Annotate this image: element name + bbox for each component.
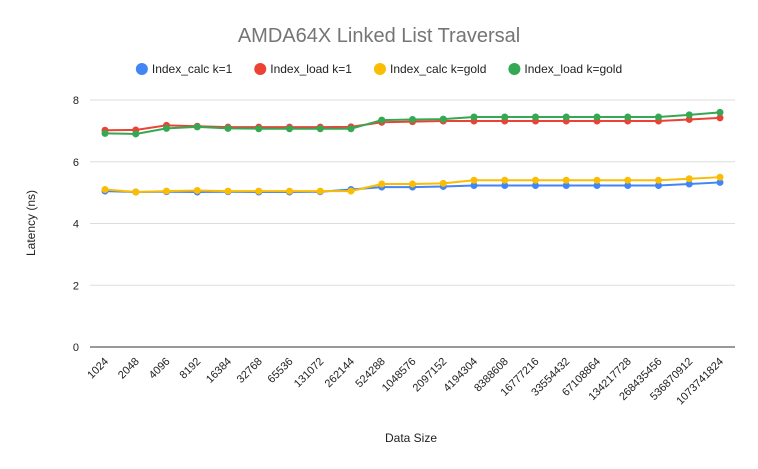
data-point xyxy=(347,187,355,195)
data-point xyxy=(316,125,324,133)
legend-item: Index_load k=1 xyxy=(254,62,352,76)
data-point xyxy=(470,182,478,190)
data-point xyxy=(624,113,632,121)
series-4 xyxy=(101,108,724,138)
y-axis-title: Latency (ns) xyxy=(24,190,38,256)
y-tick-label: 2 xyxy=(73,280,79,292)
x-tick-label: 1024 xyxy=(85,356,111,382)
x-tick-label: 4096 xyxy=(147,356,173,382)
data-point xyxy=(716,178,724,186)
series-3 xyxy=(101,173,724,196)
data-point xyxy=(470,113,478,121)
data-point xyxy=(378,180,386,188)
legend-item: Index_load k=gold xyxy=(508,62,622,76)
x-tick-label: 131072 xyxy=(292,356,326,390)
legend-label: Index_load k=1 xyxy=(270,62,352,76)
data-point xyxy=(685,175,693,183)
y-tick-label: 0 xyxy=(73,342,79,354)
x-axis-ticks: 1024 2048 4096 8192 16384 32768 65536131072262… xyxy=(85,356,726,408)
data-point xyxy=(193,123,201,131)
legend: Index_calc k=1 Index_load k=1 Index_calc k… xyxy=(135,62,622,76)
legend-label: Index_calc k=gold xyxy=(390,62,486,76)
data-point xyxy=(255,125,263,133)
data-point xyxy=(470,176,478,184)
data-point xyxy=(378,116,386,124)
legend-label: Index_calc k=1 xyxy=(152,62,233,76)
x-tick-label: 32768 xyxy=(235,356,265,386)
data-point xyxy=(716,173,724,181)
x-tick-label: 16384 xyxy=(204,356,234,386)
data-point xyxy=(132,188,140,196)
data-point xyxy=(255,187,263,195)
x-tick-label: 2048 xyxy=(116,356,142,382)
data-point xyxy=(409,115,416,123)
data-point xyxy=(409,180,416,188)
data-point xyxy=(163,124,170,132)
legend-swatch xyxy=(373,63,386,75)
data-point xyxy=(501,113,509,121)
y-tick-label: 4 xyxy=(73,219,79,231)
data-point xyxy=(655,113,662,121)
legend-item: Index_calc k=gold xyxy=(373,62,486,76)
chart-title: AMDA64X Linked List Traversal xyxy=(238,25,520,47)
data-point xyxy=(101,186,109,194)
data-point xyxy=(593,182,601,190)
data-point xyxy=(532,113,539,121)
legend-label: Index_load k=gold xyxy=(524,62,622,76)
data-point xyxy=(716,108,724,116)
data-point xyxy=(624,182,632,190)
data-point xyxy=(501,182,509,190)
legend-swatch xyxy=(135,63,148,75)
x-axis-title: Data Size xyxy=(385,431,437,445)
data-point xyxy=(655,182,662,190)
data-point xyxy=(347,125,355,133)
data-point xyxy=(101,129,109,137)
data-point xyxy=(224,124,232,132)
data-point xyxy=(163,187,170,195)
data-point xyxy=(624,176,632,184)
data-point xyxy=(562,182,570,190)
data-point xyxy=(532,182,539,190)
data-point xyxy=(593,176,601,184)
data-point xyxy=(439,179,447,187)
data-point xyxy=(439,115,447,123)
data-point xyxy=(316,187,324,195)
legend-swatch xyxy=(254,63,267,75)
data-point xyxy=(685,111,693,119)
y-axis-ticks: 0 2 4 6 8 xyxy=(73,95,79,354)
gridlines xyxy=(90,99,735,348)
y-tick-label: 6 xyxy=(73,157,79,169)
data-point xyxy=(685,180,693,188)
series-group xyxy=(101,108,724,196)
data-point xyxy=(286,125,293,133)
data-point xyxy=(716,114,724,122)
data-point xyxy=(224,187,232,195)
data-point xyxy=(532,176,539,184)
y-tick-label: 8 xyxy=(73,95,79,107)
data-point xyxy=(501,176,509,184)
data-point xyxy=(562,113,570,121)
x-tick-label: 8192 xyxy=(178,356,204,382)
data-point xyxy=(286,187,293,195)
data-point xyxy=(562,176,570,184)
legend-item: Index_calc k=1 xyxy=(135,62,233,76)
data-point xyxy=(193,186,201,194)
legend-swatch xyxy=(508,63,521,75)
data-point xyxy=(132,130,140,138)
data-point xyxy=(655,176,662,184)
data-point xyxy=(593,113,601,121)
x-tick-label: 262144 xyxy=(323,356,357,390)
